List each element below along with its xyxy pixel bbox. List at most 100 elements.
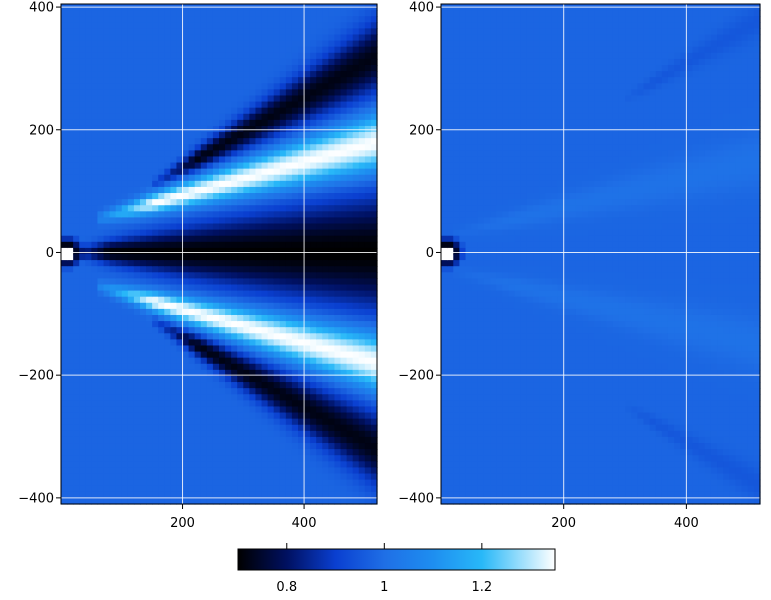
heatmap-cell <box>298 461 305 469</box>
heatmap-cell <box>97 101 105 109</box>
heatmap-cell <box>103 473 111 481</box>
heatmap-cell <box>225 28 232 36</box>
heatmap-cell <box>322 205 329 212</box>
heatmap-cell <box>140 369 147 377</box>
heatmap-cell <box>182 211 190 219</box>
heatmap-cell <box>328 186 336 194</box>
heatmap-cell <box>364 186 372 194</box>
heatmap-cell <box>328 211 336 219</box>
heatmap-cell <box>79 412 86 420</box>
heatmap-cell <box>465 71 473 78</box>
heatmap-cell <box>127 339 135 347</box>
heatmap-cell <box>194 217 202 225</box>
heatmap-cell <box>447 34 454 42</box>
heatmap-cell <box>358 406 366 414</box>
heatmap-cell <box>103 229 111 237</box>
heatmap-cell <box>146 138 153 145</box>
heatmap-cell <box>477 382 485 389</box>
heatmap-cell <box>477 174 485 182</box>
heatmap-cell <box>194 174 202 182</box>
heatmap-cell <box>231 180 238 188</box>
heatmap-cell <box>255 199 263 206</box>
heatmap-cell <box>471 272 479 279</box>
heatmap-cell <box>477 369 485 377</box>
heatmap-cell <box>231 28 238 36</box>
heatmap-cell <box>316 339 323 347</box>
heatmap-cell <box>279 64 287 72</box>
heatmap-cell <box>328 132 336 139</box>
heatmap-cell <box>133 467 141 475</box>
heatmap-cell <box>164 22 171 29</box>
heatmap-cell <box>249 28 257 36</box>
heatmap-cell <box>483 302 491 310</box>
heatmap-cell <box>73 443 80 450</box>
heatmap-cell <box>115 302 123 310</box>
heatmap-cell <box>194 382 202 389</box>
heatmap-cell <box>194 443 202 450</box>
heatmap-cell <box>471 424 479 432</box>
heatmap-cell <box>477 107 485 115</box>
heatmap-cell <box>453 64 460 72</box>
heatmap-cell <box>164 162 171 170</box>
heatmap-cell <box>370 436 378 444</box>
heatmap-cell <box>109 58 117 66</box>
heatmap-cell <box>127 382 135 389</box>
heatmap-cell <box>346 83 354 90</box>
heatmap-cell <box>304 83 311 90</box>
heatmap-cell <box>97 34 105 42</box>
heatmap-cell <box>176 223 184 231</box>
heatmap-cell <box>91 479 99 487</box>
heatmap-cell <box>109 266 117 273</box>
heatmap-cell <box>447 174 454 182</box>
heatmap-cell <box>158 138 165 145</box>
heatmap-cell <box>273 351 281 359</box>
heatmap-cell <box>304 40 311 48</box>
heatmap-cell <box>133 260 141 267</box>
heatmap-cell <box>140 473 147 481</box>
heatmap-cell <box>483 77 491 84</box>
heatmap-cell <box>237 235 244 243</box>
heatmap-cell <box>200 351 208 359</box>
heatmap-cell <box>85 436 92 444</box>
heatmap-cell <box>267 254 275 261</box>
heatmap-cell <box>261 327 269 334</box>
heatmap-cell <box>447 16 454 23</box>
heatmap-cell <box>340 351 348 359</box>
heatmap-cell <box>152 241 159 249</box>
heatmap-cell <box>346 479 354 487</box>
heatmap-cell <box>121 64 129 72</box>
heatmap-cell <box>133 83 141 90</box>
heatmap-cell <box>255 241 263 249</box>
heatmap-cell <box>477 16 485 23</box>
heatmap-cell <box>225 223 232 231</box>
heatmap-cell <box>346 46 354 54</box>
heatmap-cell <box>67 327 74 334</box>
heatmap-cell <box>447 119 454 127</box>
heatmap-cell <box>465 375 473 383</box>
heatmap-cell <box>291 71 299 78</box>
heatmap-cell <box>231 296 238 304</box>
heatmap-cell <box>340 272 348 279</box>
heatmap-cell <box>279 22 287 29</box>
heatmap-cell <box>140 186 147 194</box>
heatmap-cell <box>219 339 226 347</box>
heatmap-cell <box>176 327 184 334</box>
heatmap-cell <box>279 119 287 127</box>
heatmap-cell <box>471 308 479 316</box>
heatmap-cell <box>79 284 86 292</box>
heatmap-cell <box>261 107 269 115</box>
heatmap-cell <box>346 266 354 273</box>
heatmap-cell <box>212 10 220 17</box>
heatmap-cell <box>322 339 329 347</box>
heatmap-cell <box>267 101 275 109</box>
heatmap-cell <box>358 424 366 432</box>
heatmap-cell <box>79 28 86 36</box>
heatmap-cell <box>255 394 263 401</box>
heatmap-cell <box>206 40 214 48</box>
heatmap-cell <box>109 449 117 456</box>
heatmap-cell <box>249 412 257 420</box>
heatmap-cell <box>73 113 80 121</box>
heatmap-cell <box>340 436 348 444</box>
heatmap-cell <box>255 101 263 109</box>
heatmap-cell <box>334 168 342 176</box>
